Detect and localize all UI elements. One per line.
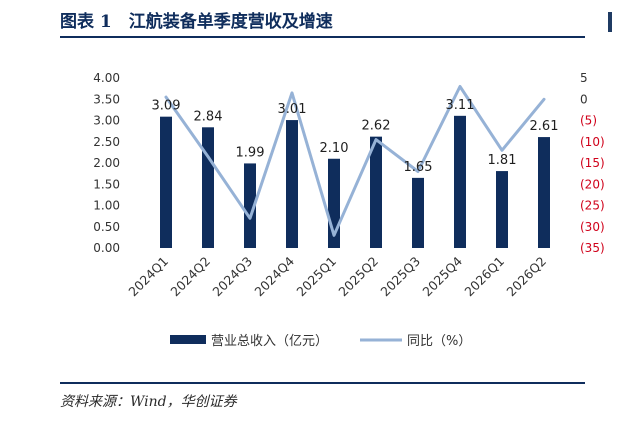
right-axis-tick: (35) — [580, 241, 605, 255]
category-label: 2024Q1 — [125, 254, 171, 300]
category-label: 2025Q3 — [377, 254, 423, 300]
right-axis-tick: (5) — [580, 114, 597, 128]
left-axis-tick: 1.00 — [93, 199, 120, 213]
bar-value-label: 1.81 — [488, 153, 517, 168]
category-label: 2024Q3 — [209, 254, 255, 300]
combo-chart: 0.00 0.50 1.00 1.50 2.00 2.50 3.00 3.50 4.00 5 0 (… — [93, 71, 605, 349]
footer-divider — [60, 382, 585, 384]
bar-value-label: 1.99 — [236, 145, 265, 160]
chart-title: 图表 1 江航装备单季度营收及增速 — [60, 12, 333, 32]
left-axis-tick: 0.00 — [93, 241, 120, 255]
bar — [538, 137, 550, 248]
bar-value-label: 3.01 — [278, 102, 307, 117]
bar — [244, 163, 256, 248]
bar — [454, 115, 466, 248]
bars-group — [160, 115, 550, 248]
left-axis-tick: 2.00 — [93, 156, 120, 170]
bar-value-label: 2.84 — [194, 109, 223, 124]
bar-value-label: 2.62 — [362, 119, 391, 134]
category-label: 2025Q2 — [335, 254, 381, 300]
bar-value-labels: 3.09 2.84 1.99 3.01 2.10 2.62 1.65 3.11 1.81 2.61 — [152, 98, 559, 175]
right-axis-tick: 0 — [580, 92, 588, 106]
right-axis-ticks: 5 0 (5) (10) (15) (20) (25) (30) (35) — [580, 71, 605, 255]
left-axis-tick: 2.50 — [93, 135, 120, 149]
category-label: 2024Q4 — [251, 253, 297, 299]
right-axis-tick: (25) — [580, 199, 605, 213]
bar — [286, 120, 298, 248]
right-axis-tick: (30) — [580, 220, 605, 234]
legend-bar-label: 营业总收入（亿元） — [211, 334, 328, 349]
chart-area: 0.00 0.50 1.00 1.50 2.00 2.50 3.00 3.50 4.00 5 0 (… — [60, 40, 620, 380]
bar — [160, 116, 172, 248]
right-axis-tick: 5 — [580, 71, 588, 85]
bar-value-label: 2.10 — [320, 141, 349, 156]
left-axis-tick: 4.00 — [93, 71, 120, 85]
bar-value-label: 3.11 — [446, 98, 475, 113]
category-label: 2024Q2 — [167, 254, 213, 300]
bar — [496, 171, 508, 248]
bar — [202, 127, 214, 248]
right-axis-tick: (20) — [580, 177, 605, 191]
right-axis-tick: (10) — [580, 135, 605, 149]
right-axis-tick: (15) — [580, 156, 605, 170]
category-labels: 2024Q12024Q22024Q32024Q42025Q12025Q22025… — [125, 253, 549, 299]
category-label: 2026Q1 — [461, 254, 507, 300]
legend-line-label: 同比（%） — [407, 334, 471, 349]
edge-mark — [608, 12, 612, 32]
category-label: 2026Q2 — [503, 254, 549, 300]
bar-value-label: 2.61 — [530, 119, 559, 134]
bar-value-label: 3.09 — [152, 99, 181, 114]
source-note: 资料来源：Wind，华创证券 — [60, 394, 237, 410]
legend-bar-swatch — [170, 335, 206, 344]
left-axis-tick: 0.50 — [93, 220, 120, 234]
header-divider — [60, 36, 585, 38]
bar — [370, 136, 382, 248]
left-axis-tick: 3.00 — [93, 114, 120, 128]
yoy-line-series — [164, 85, 546, 237]
left-axis-tick: 3.50 — [93, 92, 120, 106]
category-label: 2025Q1 — [293, 254, 339, 300]
category-label: 2025Q4 — [419, 253, 465, 299]
bar-value-label: 1.65 — [404, 160, 433, 175]
bar — [412, 177, 424, 248]
left-axis-ticks: 0.00 0.50 1.00 1.50 2.00 2.50 3.00 3.50 4.00 — [93, 71, 120, 255]
legend: 营业总收入（亿元） 同比（%） — [170, 334, 471, 349]
left-axis-tick: 1.50 — [93, 177, 120, 191]
